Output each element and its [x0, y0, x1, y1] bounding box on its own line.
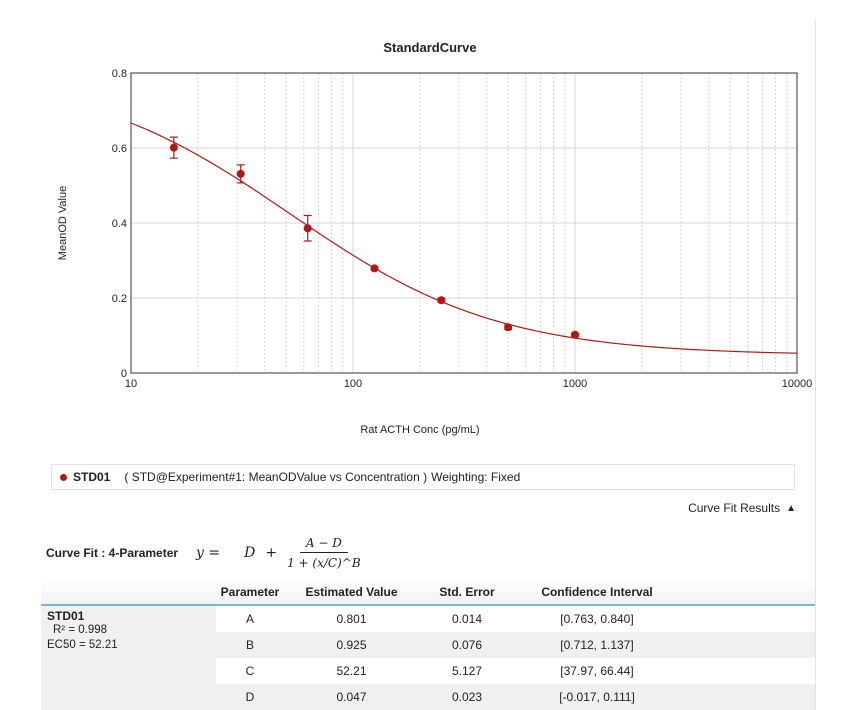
- y-tick-label: 0.6: [112, 143, 127, 155]
- data-point: [504, 323, 513, 332]
- header-parameter: Parameter: [220, 585, 280, 599]
- header-std-error: Std. Error: [439, 585, 495, 599]
- collapse-triangle-icon: ▲: [786, 502, 796, 514]
- curve-fit-row: Curve Fit : 4-Parameter y = D + A − D 1 …: [46, 528, 361, 578]
- curve-fit-label: Curve Fit : 4-Parameter: [46, 546, 179, 560]
- ci-cell: [37.97, 66.44]: [560, 664, 634, 678]
- table-row: A 0.801 0.014 [0.763, 0.840]: [41, 606, 815, 632]
- legend-series-name: STD01: [73, 470, 111, 484]
- param-cell: C: [245, 664, 255, 678]
- x-tick-label: 100: [344, 378, 362, 390]
- fit-results-table: Parameter Estimated Value Std. Error Con…: [41, 580, 815, 710]
- table-row: C 52.21 5.127 [37.97, 66.44]: [41, 658, 815, 684]
- data-point: [236, 169, 245, 178]
- plot-frame: [130, 72, 798, 374]
- legend-description: ( STD@Experiment#1: MeanODValue vs Conce…: [124, 470, 428, 484]
- standard-curve-chart: StandardCurve 0 0.2 0.4 0.6 0.8 10 100 1000 100…: [57, 40, 812, 436]
- data-point: [571, 330, 579, 339]
- ec50: EC50 = 52.21: [47, 639, 118, 651]
- stderr-cell: 0.014: [451, 612, 483, 626]
- ci-cell: [-0.017, 0.111]: [559, 690, 635, 704]
- summary-series-name: STD01: [47, 609, 85, 623]
- y-tick-label: 0.2: [112, 293, 127, 305]
- formula-d: D: [244, 545, 256, 561]
- legend-weighting: Weighting: Fixed: [431, 470, 521, 484]
- series-summary: STD01 R² = 0.998 EC50 = 52.21: [41, 606, 216, 710]
- stderr-cell: 0.076: [451, 638, 483, 652]
- y-tick-labels: 0 0.2 0.4 0.6 0.8: [112, 68, 127, 380]
- y-axis-label: MeanOD Value: [57, 186, 69, 260]
- estimate-cell: 0.047: [336, 690, 367, 704]
- right-border: [815, 20, 816, 710]
- legend[interactable]: STD01 ( STD@Experiment#1: MeanODValue vs…: [51, 464, 795, 490]
- data-point: [303, 224, 312, 233]
- y-tick-label: 0.8: [112, 68, 127, 80]
- r-squared: R² = 0.998: [53, 624, 108, 636]
- x-tick-label: 1000: [563, 378, 587, 390]
- curve-fit-results-label: Curve Fit Results: [688, 501, 781, 515]
- header-confidence-interval: Confidence Interval: [541, 585, 653, 599]
- data-point: [169, 143, 178, 152]
- ci-cell: [0.763, 0.840]: [560, 612, 634, 626]
- y-tick-label: 0: [121, 368, 127, 380]
- formula-lhs: y =: [196, 545, 221, 561]
- x-tick-labels: 10 100 1000 10000: [125, 378, 812, 390]
- ci-cell: [0.712, 1.137]: [560, 638, 634, 652]
- data-point: [370, 264, 379, 273]
- gridlines: [131, 73, 797, 373]
- chart-title: StandardCurve: [383, 40, 476, 55]
- stderr-cell: 5.127: [451, 664, 483, 678]
- stderr-cell: 0.023: [451, 690, 483, 704]
- formula-denominator: 1 + (x/C)^B: [287, 556, 361, 570]
- formula-fraction: A − D 1 + (x/C)^B: [287, 536, 361, 570]
- x-tick-label: 10000: [782, 378, 813, 390]
- legend-marker: [60, 473, 67, 481]
- fit-formula: y = D + A − D 1 + (x/C)^B: [196, 536, 361, 570]
- curve-fit-results-toggle[interactable]: Curve Fit Results ▲: [688, 501, 796, 515]
- header-estimated-value: Estimated Value: [305, 585, 398, 599]
- y-tick-label: 0.4: [112, 218, 127, 230]
- fit-curve: [130, 122, 798, 354]
- param-cell: B: [245, 638, 254, 652]
- param-cell: D: [245, 690, 255, 704]
- estimate-cell: 0.801: [336, 612, 367, 626]
- data-points: [169, 136, 579, 339]
- formula-plus: +: [265, 545, 278, 561]
- formula-numerator: A − D: [299, 536, 348, 553]
- data-point: [437, 296, 446, 305]
- estimate-cell: 0.925: [336, 638, 367, 652]
- x-axis-label: Rat ACTH Conc (pg/mL): [360, 424, 479, 436]
- estimate-cell: 52.21: [336, 664, 367, 678]
- table-header: Parameter Estimated Value Std. Error Con…: [41, 580, 815, 606]
- x-tick-label: 10: [125, 378, 137, 390]
- param-cell: A: [245, 612, 254, 626]
